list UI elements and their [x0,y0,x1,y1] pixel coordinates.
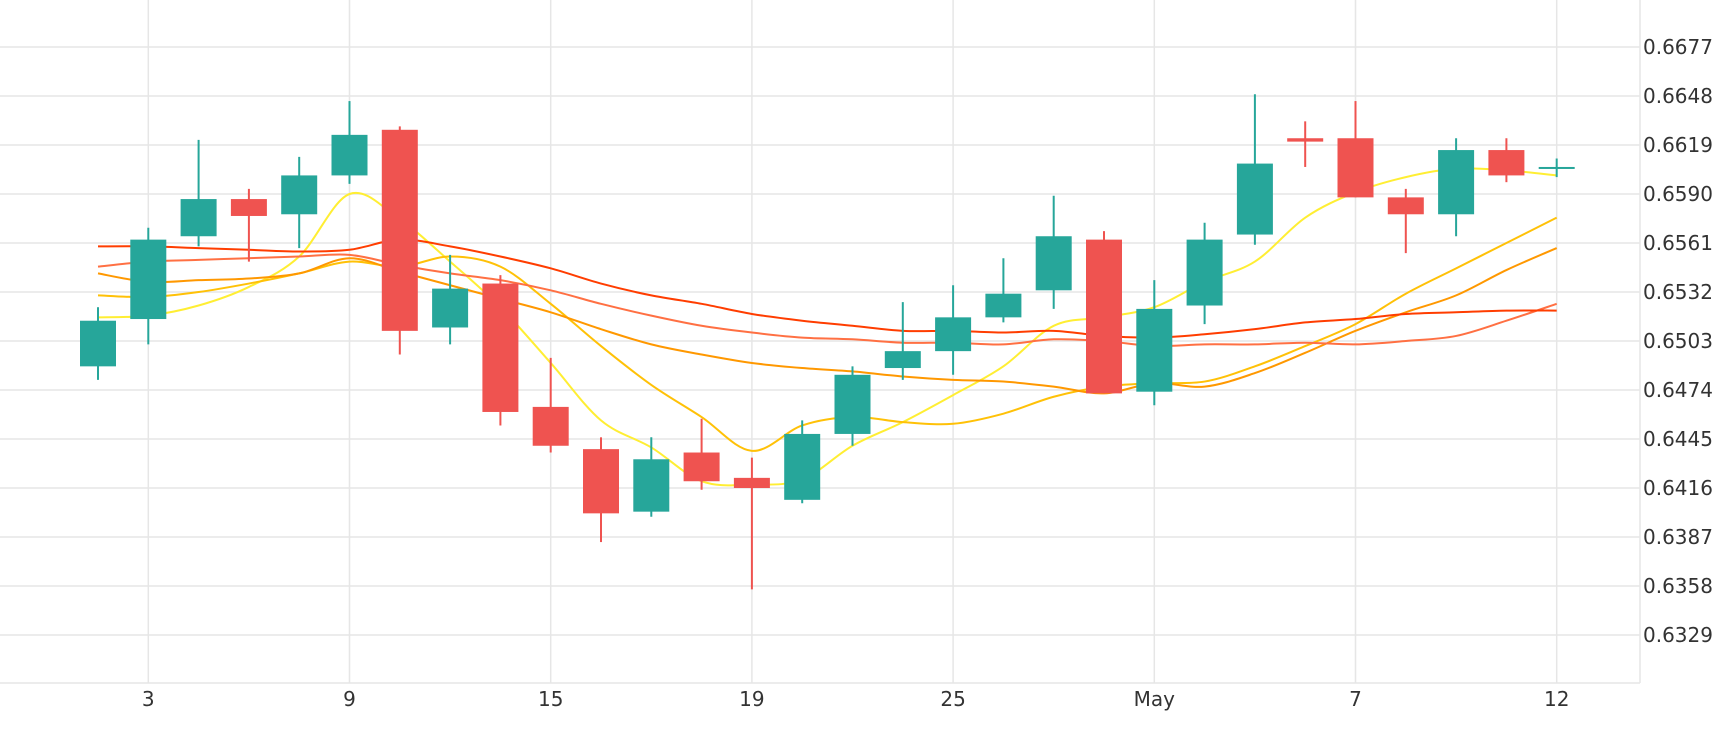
candle-body [1438,150,1475,215]
candle-body [381,129,418,331]
candle-body [935,317,972,352]
x-axis-tick-labels: 3 9 15 19 25 May 7 12 [142,687,1569,711]
candle-body [331,134,368,176]
y-tick-label: 0.6532 [1643,280,1713,304]
candle-body [482,283,519,412]
candle-body [583,449,619,514]
candle-up [1438,138,1475,237]
candle-up [1136,280,1173,406]
candles [80,94,1575,590]
y-tick-label: 0.6503 [1643,329,1713,353]
y-tick-label: 0.6619 [1643,133,1713,157]
candle-body [985,293,1022,318]
x-tick-label: May [1134,687,1176,711]
candle-down [1488,138,1525,183]
candle-body [1136,308,1173,392]
y-tick-label: 0.6416 [1643,476,1713,500]
y-tick-label: 0.6561 [1643,231,1713,255]
candle-up [180,139,217,247]
candle-down [532,357,569,453]
candle-body [1488,150,1525,176]
candle-body [884,351,921,369]
x-tick-label: 25 [940,687,965,711]
candle-body [230,199,267,216]
candle-body [1287,138,1324,142]
candle-down [1387,188,1424,254]
candle-down [733,457,770,590]
candle-down [482,275,519,426]
ma-line-ma_20 [97,247,1558,395]
candle-body [834,374,871,434]
x-tick-label: 9 [343,687,356,711]
candle-up [130,227,167,345]
candle-up [1035,195,1072,309]
candle-up [432,254,469,345]
ma-line-ma_10 [97,216,1558,452]
candle-body [532,406,569,446]
candle-down [583,437,619,543]
candle-body [683,452,720,482]
y-tick-label: 0.6474 [1643,378,1713,402]
candle-up [1186,222,1223,325]
candle-up [80,307,116,380]
y-tick-label: 0.6648 [1643,84,1713,108]
candle-up [935,285,972,375]
candle-up [985,258,1022,323]
candle-up [834,366,871,446]
candle-body [1186,239,1223,306]
candle-body [281,175,318,215]
candle-up [784,420,821,504]
candle-body [1236,163,1273,235]
candle-body [633,459,670,512]
candle-up [633,437,670,517]
y-tick-label: 0.6677 [1643,35,1713,59]
candle-body [784,433,821,500]
candle-body [1337,138,1374,198]
candle-down [1086,231,1122,394]
candle-body [80,320,116,367]
x-tick-label: 3 [142,687,155,711]
ma-line-ma_60 [97,238,1557,339]
candle-body [130,239,167,320]
candle-up [1538,158,1575,178]
x-tick-label: 12 [1544,687,1569,711]
candle-down [1287,121,1324,167]
y-tick-label: 0.6329 [1643,623,1713,647]
candle-down [1337,101,1374,198]
x-tick-label: 19 [739,687,764,711]
y-tick-label: 0.6358 [1643,574,1713,598]
candle-body [1538,166,1575,169]
candle-body [1086,239,1122,394]
ma-line-ma_30 [97,253,1558,348]
candle-body [733,477,770,488]
candle-body [1387,197,1424,215]
y-axis-tick-labels: 0.6677 0.6648 0.6619 0.6590 0.6561 0.6532 0.65… [1643,35,1713,647]
y-tick-label: 0.6387 [1643,525,1713,549]
candle-down [381,126,418,355]
candle-down [683,418,720,490]
moving-average-lines [97,167,1558,487]
ma-line-ma_5 [97,167,1557,487]
candle-body [180,199,217,237]
candle-up [331,101,368,184]
x-tick-label: 7 [1349,687,1362,711]
candle-up [281,156,318,249]
x-tick-label: 15 [538,687,563,711]
candle-body [432,288,469,328]
candle-up [1236,94,1273,245]
candle-down [230,188,267,262]
y-tick-label: 0.6590 [1643,182,1713,206]
candle-up [884,302,921,380]
candle-body [1035,236,1072,291]
y-tick-label: 0.6445 [1643,427,1713,451]
horizontal-grid [0,46,1640,684]
